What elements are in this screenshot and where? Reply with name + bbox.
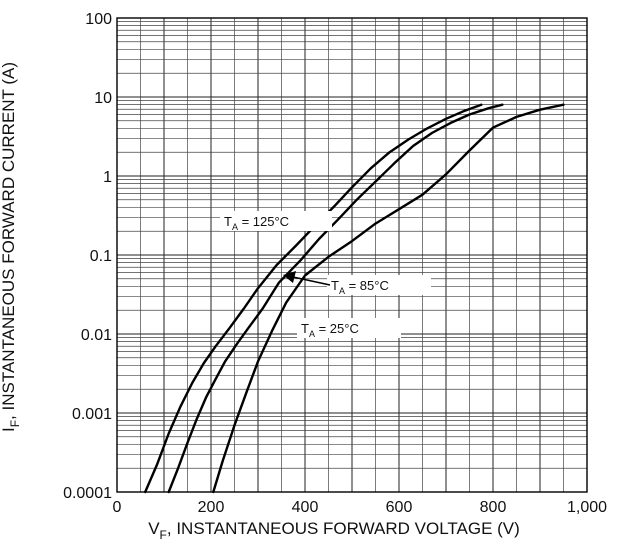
series-label-2: TA = 25°C — [301, 321, 359, 339]
y-tick-label: 10 — [94, 90, 112, 107]
plot-frame — [116, 17, 588, 493]
series-label-0: TA = 125°C — [224, 214, 289, 232]
y-tick-label: 0.001 — [72, 406, 112, 423]
series-line-1 — [167, 103, 504, 494]
series-label-bg — [297, 318, 401, 338]
x-tick-label: 0 — [113, 499, 122, 516]
y-axis-label: IF, INSTANTANEOUS FORWARD CURRENT (A) — [0, 62, 22, 432]
y-tick-label: 1 — [103, 169, 112, 186]
x-tick-label: 600 — [386, 499, 413, 516]
series-label-1: TA = 85°C — [331, 278, 389, 296]
y-tick-label: 100 — [85, 11, 112, 28]
x-tick-label: 400 — [292, 499, 319, 516]
series-curves — [144, 103, 565, 494]
x-tick-label: 200 — [198, 499, 225, 516]
arrow-85c-shaft — [292, 276, 331, 286]
arrow-85c-head — [283, 271, 296, 283]
series-label-bg — [220, 211, 332, 231]
y-tick-label: 0.01 — [81, 327, 112, 344]
series-line-0 — [144, 103, 483, 494]
series-line-2 — [212, 103, 565, 494]
tick-labels: 0 200 400 600 800 1,000 100 10 1 0.1 0.01 0.001 0.00… — [63, 11, 607, 516]
x-tick-label: 1,000 — [567, 499, 607, 516]
y-tick-label: 0.0001 — [63, 485, 112, 502]
series-label-bg — [327, 275, 431, 295]
y-tick-label: 0.1 — [90, 248, 112, 265]
grid — [116, 17, 588, 493]
series-annotations: TA = 125°C TA = 85°C TA = 25°C — [220, 211, 431, 339]
x-tick-label: 800 — [480, 499, 507, 516]
x-axis-label: VF, INSTANTANEOUS FORWARD VOLTAGE (V) — [148, 519, 520, 542]
